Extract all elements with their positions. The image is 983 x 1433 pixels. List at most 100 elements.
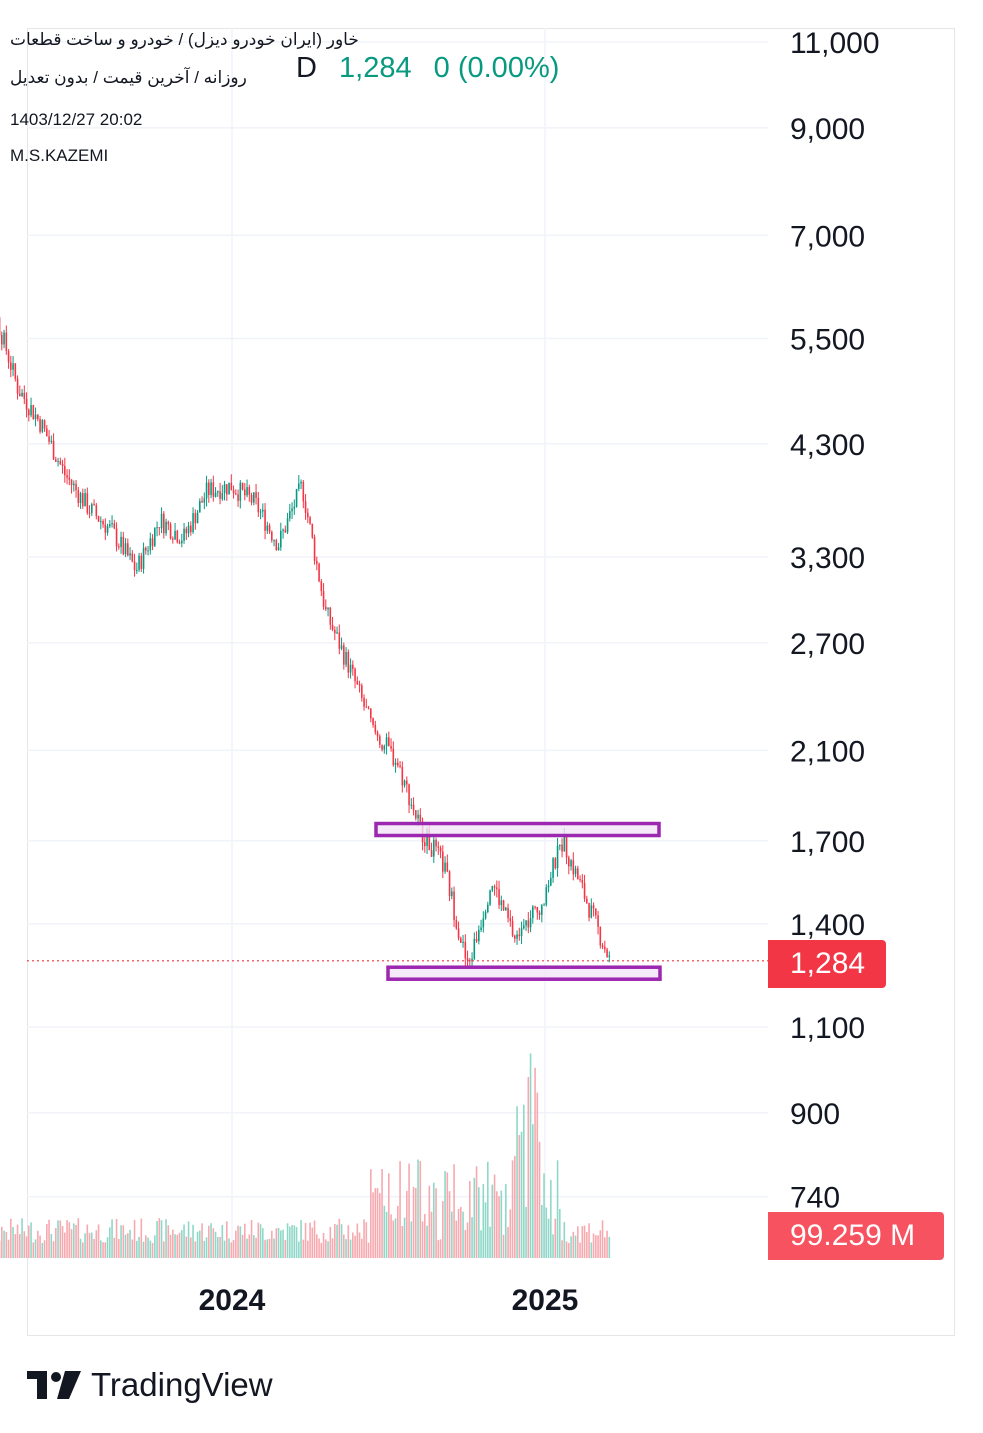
candle-body	[433, 839, 435, 857]
volume-bar	[57, 1220, 59, 1258]
volume-bar	[545, 1207, 548, 1258]
candle-body	[354, 668, 356, 682]
volume-bar	[592, 1233, 595, 1258]
candle-body	[565, 835, 568, 858]
volume-bar	[469, 1181, 471, 1258]
candle-body	[183, 528, 185, 541]
volume-bar	[372, 1192, 374, 1258]
candle-body	[169, 524, 172, 539]
volume-bar	[165, 1219, 167, 1258]
candle-body	[403, 780, 406, 786]
candle-body	[365, 706, 368, 708]
candle-body	[374, 724, 377, 733]
volume-bar	[102, 1242, 104, 1258]
volume-bar	[307, 1240, 309, 1258]
candle-body	[601, 945, 604, 947]
volume-bar	[253, 1235, 255, 1258]
volume-bar	[412, 1186, 415, 1258]
candle-body	[109, 524, 111, 527]
volume-bar	[516, 1106, 518, 1258]
candle-body	[181, 540, 183, 544]
candle-body	[444, 862, 446, 872]
volume-bar	[248, 1234, 251, 1258]
candle-body	[203, 498, 206, 503]
x-tick-label: 2025	[512, 1284, 579, 1317]
candle-body	[592, 905, 595, 909]
volume-bar	[338, 1218, 341, 1258]
candle-body	[39, 418, 41, 432]
candle-body	[552, 858, 554, 878]
volume-bar	[354, 1235, 356, 1258]
volume-bar	[581, 1226, 584, 1258]
candle-body	[217, 491, 219, 493]
zone-resistance[interactable]	[374, 821, 661, 838]
volume-bar	[534, 1067, 536, 1258]
candle-body	[23, 392, 26, 400]
candle-body	[410, 804, 413, 806]
candle-body	[505, 907, 507, 911]
y-tick-label: 2,100	[790, 735, 865, 768]
volume-bar	[59, 1220, 62, 1258]
candle-body	[408, 784, 410, 806]
candle-body	[415, 810, 417, 819]
volume-bar	[232, 1240, 235, 1258]
candle-body	[219, 491, 221, 499]
candle-body	[496, 887, 498, 890]
candle-body	[379, 736, 381, 745]
volume-bars	[0, 1053, 611, 1258]
volume-bar	[210, 1223, 212, 1258]
candle-body	[511, 921, 514, 936]
volume-bar	[385, 1211, 388, 1258]
volume-bar	[520, 1131, 523, 1258]
volume-bar	[525, 1206, 527, 1258]
volume-bar	[237, 1225, 239, 1258]
candle-body	[570, 860, 572, 867]
candle-body	[588, 902, 590, 918]
volume-bar	[293, 1225, 296, 1258]
candle-body	[34, 414, 37, 420]
candle-body	[226, 484, 228, 495]
candle-body	[419, 814, 422, 822]
x-tick-label: 2024	[199, 1284, 266, 1317]
zone-support[interactable]	[386, 965, 662, 981]
volume-bar	[289, 1226, 291, 1258]
volume-bar	[223, 1240, 226, 1258]
volume-bar	[327, 1241, 329, 1258]
candle-body	[478, 929, 480, 942]
tradingview-logo[interactable]: TradingView	[27, 1366, 273, 1404]
volume-bar	[392, 1220, 395, 1258]
candle-body	[228, 482, 230, 495]
volume-bar	[61, 1226, 64, 1258]
volume-bar	[266, 1239, 269, 1258]
volume-bar	[572, 1231, 575, 1258]
candle-body	[451, 891, 453, 897]
volume-bar	[262, 1228, 264, 1258]
volume-bar	[367, 1242, 370, 1258]
volume-bar	[221, 1224, 224, 1258]
volume-bar	[77, 1218, 80, 1258]
candle-body	[556, 846, 559, 869]
volume-bar	[118, 1239, 120, 1258]
candle-body	[259, 511, 262, 513]
volume-bar	[514, 1155, 516, 1258]
volume-bar	[394, 1218, 397, 1258]
interval-label[interactable]: D	[296, 52, 317, 84]
volume-bar	[100, 1240, 102, 1258]
candle-body	[525, 920, 527, 926]
volume-bar	[271, 1230, 273, 1258]
candle-body	[46, 428, 48, 437]
candle-body	[338, 632, 341, 649]
candle-body	[460, 938, 462, 943]
volume-bar	[28, 1225, 30, 1258]
volume-bar	[464, 1230, 467, 1258]
volume-bar	[217, 1237, 219, 1258]
volume-bar	[374, 1188, 377, 1258]
candle-body	[417, 814, 419, 819]
candle-body	[118, 546, 120, 548]
volume-bar	[595, 1235, 597, 1258]
volume-bar	[408, 1163, 410, 1258]
candle-body	[282, 529, 284, 531]
candle-body	[480, 927, 482, 930]
candle-body	[462, 941, 464, 943]
